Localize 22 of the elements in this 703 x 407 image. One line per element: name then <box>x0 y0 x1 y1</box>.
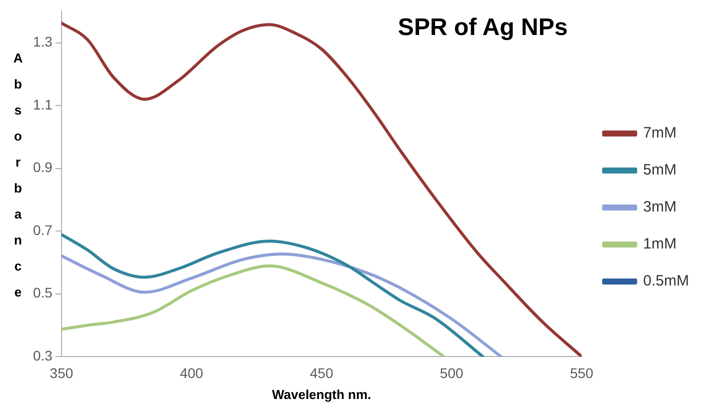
y-tick-label: 0.9 <box>32 159 53 176</box>
line-series <box>61 233 484 357</box>
x-tick-label: 400 <box>180 364 204 381</box>
y-tick-label: 1.1 <box>32 96 53 112</box>
x-tick-label: 500 <box>440 364 464 381</box>
x-tick-label: 350 <box>50 364 74 381</box>
y-tick-label: 0.5 <box>32 284 53 301</box>
chart-title: SPR of Ag NPs <box>398 14 568 42</box>
y-tick-label: 0.3 <box>32 347 53 364</box>
x-tick-label: 450 <box>310 364 334 381</box>
y-tick-label: 0.7 <box>32 222 53 238</box>
y-tick-label: 1.3 <box>32 34 53 50</box>
legend-label: 7mM <box>643 124 676 142</box>
x-tick-label: 550 <box>570 364 594 381</box>
text: Absorbance <box>13 50 23 300</box>
legend-label: 0.5mM <box>643 272 689 290</box>
line-series <box>61 252 503 357</box>
legend-label: 1mM <box>643 236 676 253</box>
line-series <box>61 264 446 357</box>
x-axis-title: Wavelength nm. <box>272 386 372 402</box>
legend-label: 5mM <box>643 162 676 179</box>
legend-label: 3mM <box>643 198 676 216</box>
